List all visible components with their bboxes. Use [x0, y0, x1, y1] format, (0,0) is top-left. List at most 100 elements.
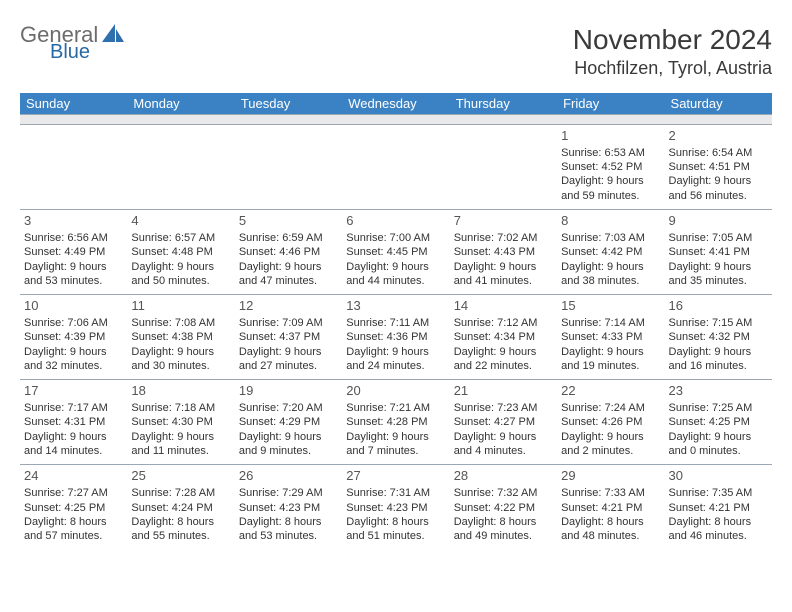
- daylight-text: Daylight: 9 hours and 27 minutes.: [239, 345, 338, 374]
- daylight-text: Daylight: 9 hours and 38 minutes.: [561, 260, 660, 289]
- day-cell: 6Sunrise: 7:00 AMSunset: 4:45 PMDaylight…: [342, 210, 449, 295]
- day-cell: 8Sunrise: 7:03 AMSunset: 4:42 PMDaylight…: [557, 210, 664, 295]
- col-thursday: Thursday: [450, 93, 557, 115]
- sunset-text: Sunset: 4:29 PM: [239, 415, 338, 429]
- daylight-text: Daylight: 9 hours and 56 minutes.: [669, 174, 768, 203]
- daylight-text: Daylight: 9 hours and 59 minutes.: [561, 174, 660, 203]
- daylight-text: Daylight: 9 hours and 30 minutes.: [131, 345, 230, 374]
- day-number: 18: [131, 383, 230, 400]
- daylight-text: Daylight: 8 hours and 51 minutes.: [346, 515, 445, 544]
- daylight-text: Daylight: 9 hours and 0 minutes.: [669, 430, 768, 459]
- day-number: 6: [346, 213, 445, 230]
- day-cell: 10Sunrise: 7:06 AMSunset: 4:39 PMDayligh…: [20, 295, 127, 380]
- day-cell: 20Sunrise: 7:21 AMSunset: 4:28 PMDayligh…: [342, 380, 449, 465]
- day-number: 22: [561, 383, 660, 400]
- daylight-text: Daylight: 9 hours and 9 minutes.: [239, 430, 338, 459]
- day-cell: [450, 125, 557, 210]
- sunrise-text: Sunrise: 6:56 AM: [24, 231, 123, 245]
- sunrise-text: Sunrise: 7:06 AM: [24, 316, 123, 330]
- sunset-text: Sunset: 4:23 PM: [346, 501, 445, 515]
- day-number: 12: [239, 298, 338, 315]
- day-cell: 29Sunrise: 7:33 AMSunset: 4:21 PMDayligh…: [557, 465, 664, 550]
- day-number: 1: [561, 128, 660, 145]
- day-number: 26: [239, 468, 338, 485]
- daylight-text: Daylight: 9 hours and 41 minutes.: [454, 260, 553, 289]
- day-cell: 1Sunrise: 6:53 AMSunset: 4:52 PMDaylight…: [557, 125, 664, 210]
- sunset-text: Sunset: 4:38 PM: [131, 330, 230, 344]
- day-cell: 5Sunrise: 6:59 AMSunset: 4:46 PMDaylight…: [235, 210, 342, 295]
- sunrise-text: Sunrise: 7:20 AM: [239, 401, 338, 415]
- day-number: 11: [131, 298, 230, 315]
- sunrise-text: Sunrise: 6:54 AM: [669, 146, 768, 160]
- day-number: 15: [561, 298, 660, 315]
- day-cell: 26Sunrise: 7:29 AMSunset: 4:23 PMDayligh…: [235, 465, 342, 550]
- week-row: 1Sunrise: 6:53 AMSunset: 4:52 PMDaylight…: [20, 125, 772, 210]
- day-cell: 25Sunrise: 7:28 AMSunset: 4:24 PMDayligh…: [127, 465, 234, 550]
- week-row: 24Sunrise: 7:27 AMSunset: 4:25 PMDayligh…: [20, 465, 772, 550]
- day-number: 13: [346, 298, 445, 315]
- daylight-text: Daylight: 9 hours and 24 minutes.: [346, 345, 445, 374]
- calendar-table: Sunday Monday Tuesday Wednesday Thursday…: [20, 93, 772, 549]
- day-cell: 15Sunrise: 7:14 AMSunset: 4:33 PMDayligh…: [557, 295, 664, 380]
- day-header-row: Sunday Monday Tuesday Wednesday Thursday…: [20, 93, 772, 115]
- day-cell: 12Sunrise: 7:09 AMSunset: 4:37 PMDayligh…: [235, 295, 342, 380]
- sunset-text: Sunset: 4:42 PM: [561, 245, 660, 259]
- day-number: 30: [669, 468, 768, 485]
- col-tuesday: Tuesday: [235, 93, 342, 115]
- sunrise-text: Sunrise: 7:17 AM: [24, 401, 123, 415]
- daylight-text: Daylight: 9 hours and 16 minutes.: [669, 345, 768, 374]
- sunrise-text: Sunrise: 7:09 AM: [239, 316, 338, 330]
- sunrise-text: Sunrise: 7:33 AM: [561, 486, 660, 500]
- sunrise-text: Sunrise: 7:11 AM: [346, 316, 445, 330]
- day-number: 8: [561, 213, 660, 230]
- sunset-text: Sunset: 4:36 PM: [346, 330, 445, 344]
- daylight-text: Daylight: 9 hours and 14 minutes.: [24, 430, 123, 459]
- daylight-text: Daylight: 9 hours and 44 minutes.: [346, 260, 445, 289]
- sail-icon: [102, 24, 124, 46]
- week-row: 3Sunrise: 6:56 AMSunset: 4:49 PMDaylight…: [20, 210, 772, 295]
- sunrise-text: Sunrise: 6:53 AM: [561, 146, 660, 160]
- day-number: 24: [24, 468, 123, 485]
- day-cell: 9Sunrise: 7:05 AMSunset: 4:41 PMDaylight…: [665, 210, 772, 295]
- day-cell: [235, 125, 342, 210]
- day-number: 23: [669, 383, 768, 400]
- sunrise-text: Sunrise: 7:32 AM: [454, 486, 553, 500]
- day-number: 17: [24, 383, 123, 400]
- sunset-text: Sunset: 4:34 PM: [454, 330, 553, 344]
- col-friday: Friday: [557, 93, 664, 115]
- day-number: 3: [24, 213, 123, 230]
- sunset-text: Sunset: 4:33 PM: [561, 330, 660, 344]
- spacer-row: [20, 115, 772, 125]
- sunset-text: Sunset: 4:32 PM: [669, 330, 768, 344]
- day-number: 4: [131, 213, 230, 230]
- sunrise-text: Sunrise: 7:28 AM: [131, 486, 230, 500]
- day-cell: 7Sunrise: 7:02 AMSunset: 4:43 PMDaylight…: [450, 210, 557, 295]
- day-number: 28: [454, 468, 553, 485]
- daylight-text: Daylight: 9 hours and 50 minutes.: [131, 260, 230, 289]
- sunset-text: Sunset: 4:41 PM: [669, 245, 768, 259]
- sunset-text: Sunset: 4:23 PM: [239, 501, 338, 515]
- week-row: 17Sunrise: 7:17 AMSunset: 4:31 PMDayligh…: [20, 380, 772, 465]
- day-cell: 11Sunrise: 7:08 AMSunset: 4:38 PMDayligh…: [127, 295, 234, 380]
- sunset-text: Sunset: 4:31 PM: [24, 415, 123, 429]
- daylight-text: Daylight: 9 hours and 22 minutes.: [454, 345, 553, 374]
- sunrise-text: Sunrise: 7:03 AM: [561, 231, 660, 245]
- day-number: 16: [669, 298, 768, 315]
- daylight-text: Daylight: 9 hours and 7 minutes.: [346, 430, 445, 459]
- sunrise-text: Sunrise: 7:15 AM: [669, 316, 768, 330]
- day-cell: [20, 125, 127, 210]
- header-row: General Blue November 2024 Hochfilzen, T…: [20, 24, 772, 79]
- day-cell: 16Sunrise: 7:15 AMSunset: 4:32 PMDayligh…: [665, 295, 772, 380]
- month-title: November 2024: [573, 24, 772, 56]
- day-number: 19: [239, 383, 338, 400]
- sunrise-text: Sunrise: 7:29 AM: [239, 486, 338, 500]
- sunrise-text: Sunrise: 6:59 AM: [239, 231, 338, 245]
- sunrise-text: Sunrise: 7:14 AM: [561, 316, 660, 330]
- daylight-text: Daylight: 9 hours and 2 minutes.: [561, 430, 660, 459]
- sunset-text: Sunset: 4:45 PM: [346, 245, 445, 259]
- sunset-text: Sunset: 4:48 PM: [131, 245, 230, 259]
- day-number: 9: [669, 213, 768, 230]
- daylight-text: Daylight: 9 hours and 53 minutes.: [24, 260, 123, 289]
- calendar-page: General Blue November 2024 Hochfilzen, T…: [0, 0, 792, 559]
- col-wednesday: Wednesday: [342, 93, 449, 115]
